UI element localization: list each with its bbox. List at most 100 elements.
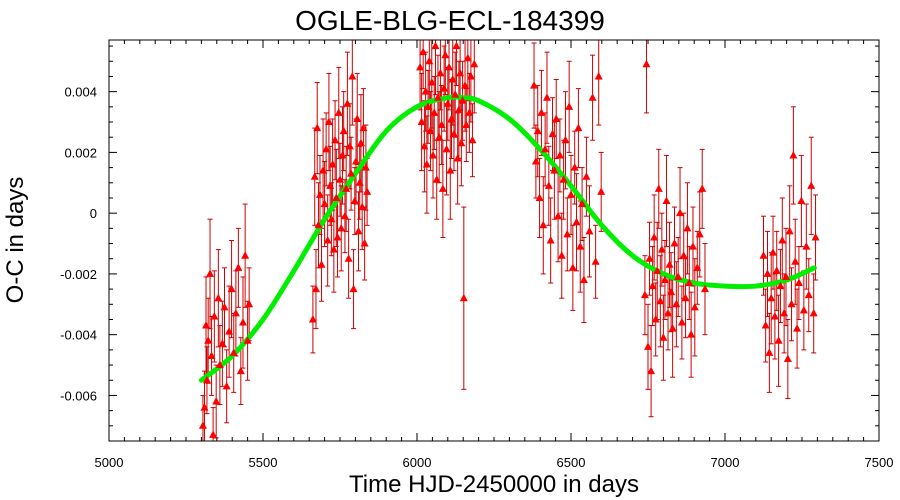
data-point: [459, 293, 468, 302]
y-tick-label: 0.004: [64, 85, 97, 100]
data-point: [533, 126, 542, 135]
data-point: [594, 71, 603, 80]
data-point: [656, 296, 665, 305]
data-point: [227, 284, 236, 293]
data-point: [451, 90, 460, 98]
data-point: [198, 421, 207, 429]
data-point: [432, 175, 441, 183]
data-point: [557, 251, 566, 259]
data-point: [425, 56, 434, 65]
data-point: [436, 68, 445, 77]
data-point: [539, 220, 548, 229]
data-point: [530, 81, 539, 89]
data-point: [811, 232, 820, 241]
data-point: [660, 275, 669, 283]
data-point: [785, 226, 794, 235]
data-point: [470, 59, 479, 68]
data-point: [210, 311, 219, 320]
data-point: [458, 96, 467, 104]
x-tick-label: 7500: [865, 455, 894, 470]
data-point: [804, 290, 813, 299]
data-point: [438, 184, 447, 192]
data-point: [344, 254, 353, 262]
x-tick-label: 5000: [95, 455, 124, 470]
data-point: [546, 236, 555, 244]
data-point: [435, 132, 444, 141]
data-point: [446, 166, 455, 174]
data-point: [698, 184, 707, 192]
data-point: [419, 47, 428, 56]
data-point: [772, 266, 781, 274]
data-point: [576, 242, 585, 250]
data-point: [647, 366, 656, 375]
data-point: [243, 336, 252, 344]
data-point: [426, 126, 435, 135]
data-point: [361, 163, 370, 171]
data-point: [327, 214, 336, 223]
data-point: [700, 284, 709, 293]
data-point: [555, 150, 564, 159]
data-point: [323, 236, 332, 244]
data-point: [653, 266, 662, 274]
data-point: [452, 41, 461, 50]
data-point: [209, 430, 218, 438]
data-point: [225, 327, 234, 335]
data-point: [336, 175, 344, 183]
data-point: [347, 169, 356, 177]
data-point: [355, 178, 364, 186]
data-point: [642, 59, 651, 68]
data-point: [466, 71, 475, 80]
x-axis-title: Time HJD-2450000 in days: [349, 471, 639, 498]
data-point: [352, 157, 361, 165]
data-point: [765, 348, 774, 356]
data-point: [445, 62, 454, 71]
data-point: [776, 281, 785, 290]
data-point: [676, 208, 685, 217]
data-point: [348, 71, 357, 80]
data-point: [537, 108, 546, 116]
data-point: [427, 78, 436, 86]
data-point: [531, 157, 540, 165]
data-point: [548, 129, 557, 138]
data-point: [695, 229, 704, 238]
data-point: [672, 299, 681, 308]
data-point: [238, 318, 247, 326]
axis-ticks: 5000 5500 6000 6500 7000 7500 -0.006 -0.004 -0.0…: [60, 40, 893, 470]
data-point: [690, 302, 699, 311]
data-point: [463, 53, 472, 62]
data-point: [360, 239, 369, 247]
data-point: [363, 187, 372, 195]
data-point: [343, 99, 352, 107]
data-point: [783, 354, 792, 362]
data-point: [326, 181, 335, 189]
data-point: [354, 226, 363, 235]
data-point: [429, 150, 438, 159]
y-tick-label: -0.002: [60, 267, 97, 282]
data-point: [591, 257, 600, 265]
data-point: [465, 108, 474, 116]
y-axis-title: O-C in days: [2, 177, 29, 304]
data-point: [212, 397, 221, 405]
data-point: [447, 114, 456, 122]
data-point: [416, 62, 425, 71]
data-point: [332, 193, 341, 201]
data-point: [317, 260, 326, 268]
data-point: [424, 102, 433, 110]
data-point: [693, 263, 702, 271]
data-point: [331, 135, 340, 144]
data-point: [319, 166, 328, 174]
data-point: [457, 138, 466, 147]
data-point: [791, 257, 800, 265]
data-point: [809, 308, 818, 317]
data-point: [417, 117, 426, 126]
x-tick-label: 6000: [403, 455, 432, 470]
data-point: [588, 93, 597, 101]
y-tick-label: 0.002: [64, 145, 97, 160]
data-point: [761, 321, 770, 329]
fit-curve-layer: [198, 94, 817, 383]
data-point: [442, 144, 451, 153]
data-point: [421, 87, 430, 95]
data-point: [674, 272, 683, 280]
data-point: [430, 108, 439, 116]
data-point: [202, 375, 211, 384]
